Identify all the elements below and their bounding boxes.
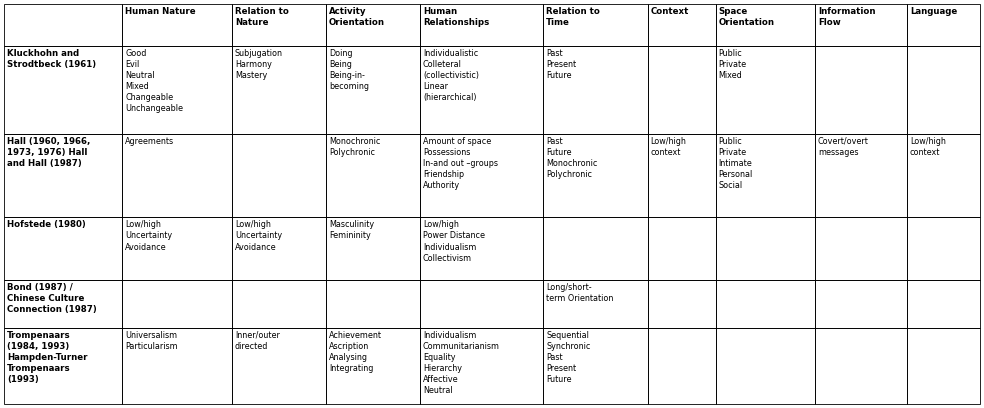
Bar bbox=[715, 280, 815, 328]
Bar bbox=[647, 217, 715, 280]
Text: Relation to
Nature: Relation to Nature bbox=[235, 7, 288, 27]
Bar bbox=[4, 133, 122, 217]
Bar bbox=[715, 328, 815, 404]
Text: Monochronic
Polychronic: Monochronic Polychronic bbox=[329, 137, 380, 157]
Text: Low/high
Uncertainty
Avoidance: Low/high Uncertainty Avoidance bbox=[125, 220, 172, 252]
Bar bbox=[122, 133, 232, 217]
Bar bbox=[122, 4, 232, 46]
Bar bbox=[420, 280, 543, 328]
Bar bbox=[715, 46, 815, 133]
Text: Low/high
Uncertainty
Avoidance: Low/high Uncertainty Avoidance bbox=[235, 220, 282, 252]
Text: Individualism
Communitarianism
Equality
Hierarchy
Affective
Neutral: Individualism Communitarianism Equality … bbox=[423, 331, 500, 395]
Text: Universalism
Particularism: Universalism Particularism bbox=[125, 331, 178, 351]
Bar bbox=[647, 280, 715, 328]
Bar bbox=[907, 133, 980, 217]
Bar bbox=[232, 328, 326, 404]
Bar bbox=[4, 46, 122, 133]
Bar bbox=[326, 4, 420, 46]
Bar bbox=[420, 4, 543, 46]
Bar bbox=[815, 217, 907, 280]
Bar bbox=[907, 328, 980, 404]
Text: Long/short-
term Orientation: Long/short- term Orientation bbox=[546, 283, 614, 303]
Text: Covert/overt
messages: Covert/overt messages bbox=[818, 137, 869, 157]
Bar bbox=[815, 328, 907, 404]
Text: Good
Evil
Neutral
Mixed
Changeable
Unchangeable: Good Evil Neutral Mixed Changeable Uncha… bbox=[125, 49, 183, 113]
Text: Activity
Orientation: Activity Orientation bbox=[329, 7, 385, 27]
Bar bbox=[543, 217, 647, 280]
Text: Doing
Being
Being-in-
becoming: Doing Being Being-in- becoming bbox=[329, 49, 369, 91]
Bar bbox=[907, 280, 980, 328]
Text: Inner/outer
directed: Inner/outer directed bbox=[235, 331, 279, 351]
Bar bbox=[647, 4, 715, 46]
Bar bbox=[907, 46, 980, 133]
Text: Information
Flow: Information Flow bbox=[818, 7, 876, 27]
Bar bbox=[715, 4, 815, 46]
Bar bbox=[4, 280, 122, 328]
Text: Kluckhohn and
Strodtbeck (1961): Kluckhohn and Strodtbeck (1961) bbox=[7, 49, 96, 69]
Bar bbox=[715, 217, 815, 280]
Bar bbox=[232, 4, 326, 46]
Bar bbox=[326, 46, 420, 133]
Bar bbox=[543, 280, 647, 328]
Bar bbox=[420, 133, 543, 217]
Text: Sequential
Synchronic
Past
Present
Future: Sequential Synchronic Past Present Futur… bbox=[546, 331, 590, 384]
Bar bbox=[326, 328, 420, 404]
Bar bbox=[420, 328, 543, 404]
Text: Masculinity
Femininity: Masculinity Femininity bbox=[329, 220, 374, 240]
Bar bbox=[4, 328, 122, 404]
Bar bbox=[543, 133, 647, 217]
Text: Relation to
Time: Relation to Time bbox=[546, 7, 600, 27]
Text: Public
Private
Intimate
Personal
Social: Public Private Intimate Personal Social bbox=[718, 137, 753, 190]
Bar bbox=[420, 46, 543, 133]
Text: Subjugation
Harmony
Mastery: Subjugation Harmony Mastery bbox=[235, 49, 282, 80]
Bar bbox=[4, 217, 122, 280]
Bar bbox=[232, 133, 326, 217]
Text: Agreements: Agreements bbox=[125, 137, 174, 146]
Text: Human Nature: Human Nature bbox=[125, 7, 196, 16]
Bar bbox=[543, 4, 647, 46]
Text: Public
Private
Mixed: Public Private Mixed bbox=[718, 49, 747, 80]
Bar bbox=[815, 46, 907, 133]
Bar bbox=[647, 133, 715, 217]
Bar bbox=[647, 46, 715, 133]
Bar bbox=[543, 46, 647, 133]
Bar bbox=[326, 217, 420, 280]
Text: Low/high
context: Low/high context bbox=[650, 137, 687, 157]
Text: Low/high
context: Low/high context bbox=[910, 137, 946, 157]
Text: Past
Present
Future: Past Present Future bbox=[546, 49, 577, 80]
Bar bbox=[907, 217, 980, 280]
Text: Low/high
Power Distance
Individualism
Collectivism: Low/high Power Distance Individualism Co… bbox=[423, 220, 485, 263]
Text: Human
Relationships: Human Relationships bbox=[423, 7, 489, 27]
Bar bbox=[326, 133, 420, 217]
Bar bbox=[232, 217, 326, 280]
Text: Individualistic
Colleteral
(collectivistic)
Linear
(hierarchical): Individualistic Colleteral (collectivist… bbox=[423, 49, 479, 102]
Bar bbox=[815, 280, 907, 328]
Bar bbox=[122, 328, 232, 404]
Text: Hall (1960, 1966,
1973, 1976) Hall
and Hall (1987): Hall (1960, 1966, 1973, 1976) Hall and H… bbox=[7, 137, 91, 168]
Bar bbox=[122, 280, 232, 328]
Bar bbox=[4, 4, 122, 46]
Text: Trompenaars
(1984, 1993)
Hampden-Turner
Trompenaars
(1993): Trompenaars (1984, 1993) Hampden-Turner … bbox=[7, 331, 88, 384]
Bar bbox=[420, 217, 543, 280]
Text: Bond (1987) /
Chinese Culture
Connection (1987): Bond (1987) / Chinese Culture Connection… bbox=[7, 283, 96, 314]
Bar bbox=[232, 280, 326, 328]
Text: Achievement
Ascription
Analysing
Integrating: Achievement Ascription Analysing Integra… bbox=[329, 331, 382, 373]
Text: Amount of space
Possessions
In-and out –groups
Friendship
Authority: Amount of space Possessions In-and out –… bbox=[423, 137, 498, 190]
Bar bbox=[907, 4, 980, 46]
Text: Hofstede (1980): Hofstede (1980) bbox=[7, 220, 86, 229]
Bar bbox=[122, 217, 232, 280]
Bar bbox=[326, 280, 420, 328]
Text: Space
Orientation: Space Orientation bbox=[718, 7, 774, 27]
Bar bbox=[715, 133, 815, 217]
Text: Language: Language bbox=[910, 7, 957, 16]
Bar bbox=[647, 328, 715, 404]
Text: Context: Context bbox=[650, 7, 689, 16]
Bar bbox=[232, 46, 326, 133]
Bar bbox=[122, 46, 232, 133]
Bar bbox=[543, 328, 647, 404]
Bar bbox=[815, 133, 907, 217]
Bar bbox=[815, 4, 907, 46]
Text: Past
Future
Monochronic
Polychronic: Past Future Monochronic Polychronic bbox=[546, 137, 597, 179]
